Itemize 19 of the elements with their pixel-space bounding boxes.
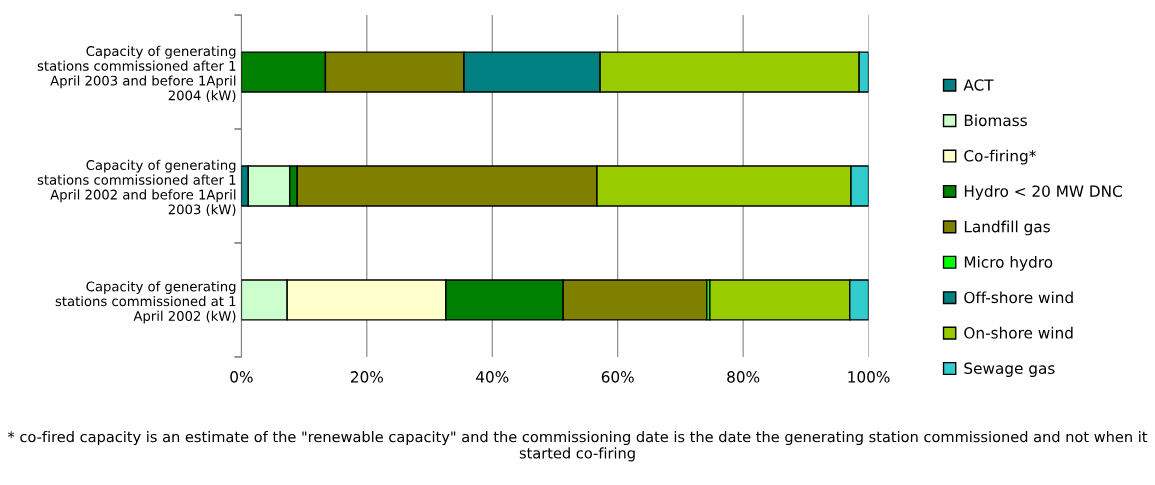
legend-label: ACT (963, 79, 994, 91)
x-tick-label: 0% (230, 371, 253, 383)
legend-label: Micro hydro (964, 255, 1053, 271)
x-tick-label: 60% (601, 371, 634, 383)
x-tick-label: 20% (350, 371, 383, 383)
y-tick-label: Capacity of generating stations commissioned at 1 April 2002 (kW) (55, 281, 236, 324)
text: * co-fired capacity is an estimate of the "renewable capacity" and the commissioning date is the date the generating station commissioned and not when it started co-firing (7, 430, 1148, 462)
legend-label: Landfill gas (964, 220, 1050, 236)
y-tick-label: Capacity of generating stations commissioned after 1 April 2002 and before 1April 2003 (kW) (37, 159, 236, 216)
legend-label: Sewage gas (964, 362, 1055, 377)
legend-label: Biomass (964, 114, 1027, 127)
legend-label: Hydro < 20 MW DNC (964, 185, 1122, 200)
y-tick-label: Capacity of generating stations commissioned after 1 April 2003 and before 1April 2004 (kW) (37, 45, 236, 102)
legend-label: Off-shore wind (964, 291, 1073, 304)
legend-label: Co-firing* (964, 149, 1036, 165)
legend-label: On-shore wind (964, 326, 1073, 339)
x-tick-label: 100% (848, 371, 890, 383)
x-tick-label: 80% (727, 371, 760, 383)
x-tick-label: 40% (476, 371, 509, 383)
